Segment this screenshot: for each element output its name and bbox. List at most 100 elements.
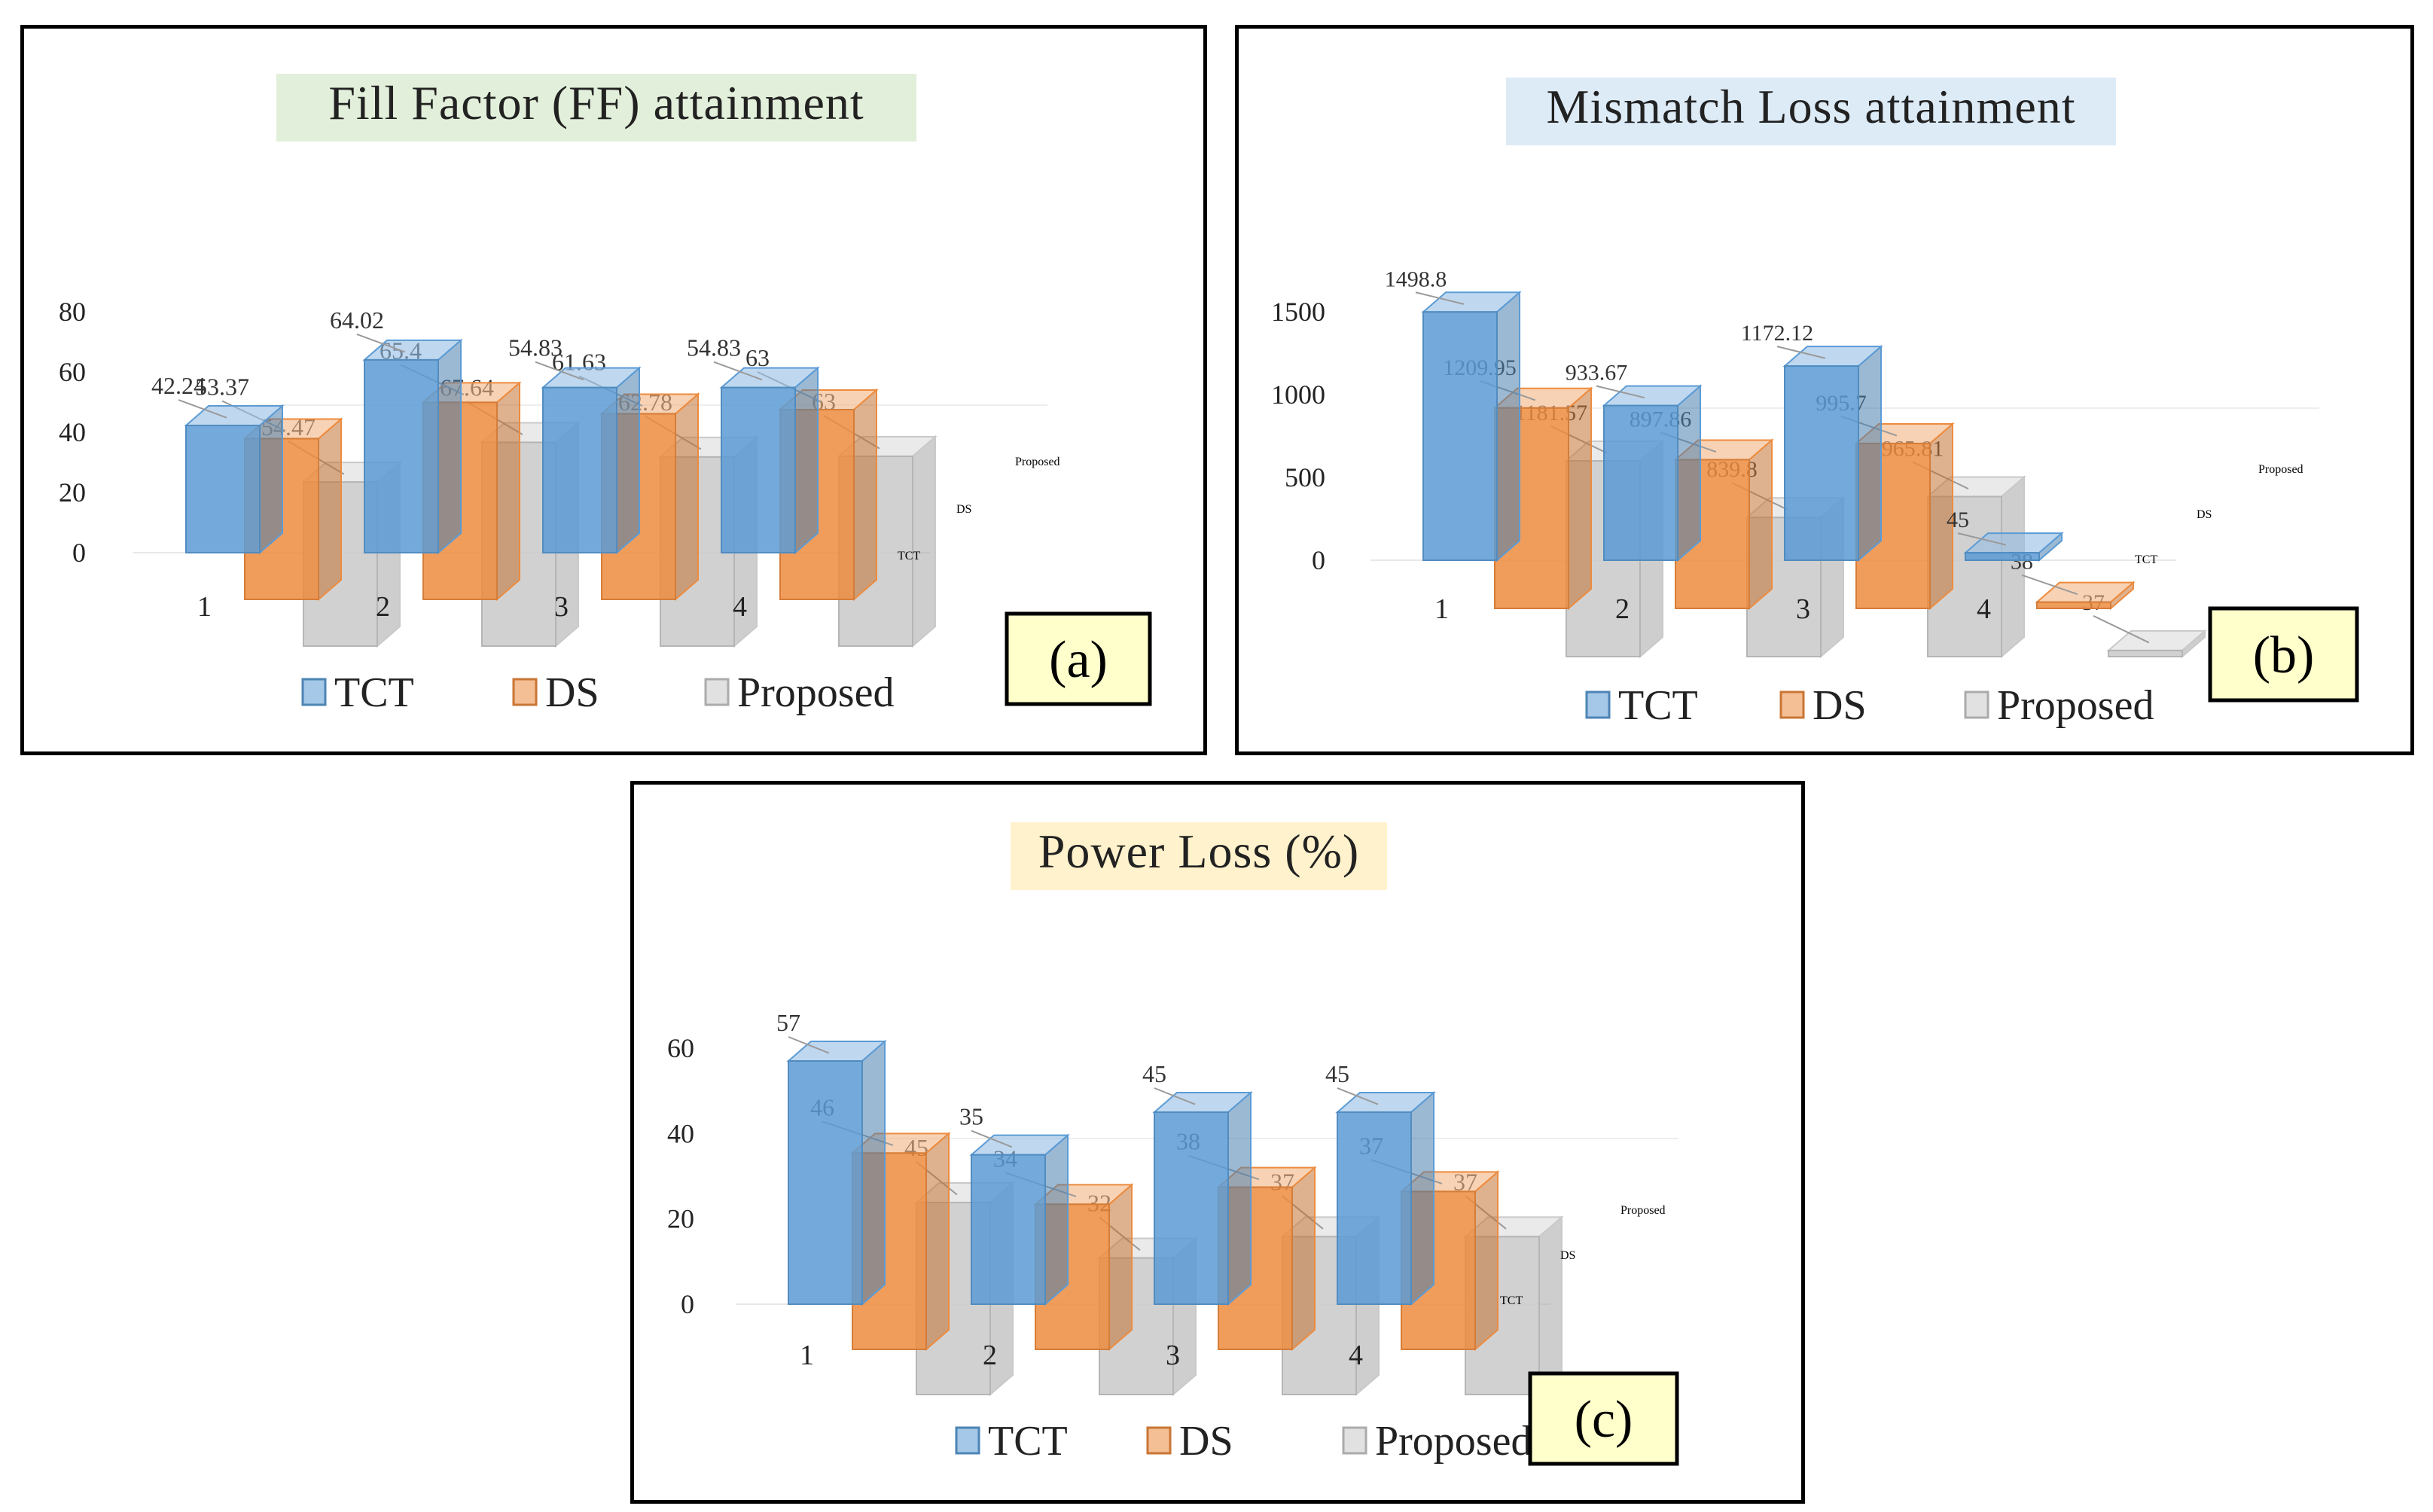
- data-label-tct: 45: [1142, 1060, 1166, 1087]
- data-label-leader: [1337, 1087, 1379, 1105]
- bar-tct-2: [362, 338, 463, 555]
- category-label: 1: [197, 591, 212, 623]
- depth-series-label-proposed: Proposed: [1620, 1204, 1666, 1217]
- bar-front-face: [1965, 552, 2040, 561]
- legend-label-ds: DS: [1179, 1418, 1233, 1465]
- data-label-leader: [1415, 291, 1465, 305]
- chart-title: Mismatch Loss attainment: [1547, 80, 2076, 133]
- bar-front-face: [1422, 311, 1498, 561]
- bar-side-face: [616, 366, 640, 555]
- panel-tag-box: [2208, 606, 2359, 703]
- legend-swatch-ds: [1779, 690, 1805, 719]
- category-label: 3: [1796, 593, 1810, 625]
- y-axis-tick-label: 1500: [1271, 297, 1325, 327]
- legend-label-tct: TCT: [334, 669, 414, 716]
- panel-tag-label: (c): [1575, 1391, 1633, 1449]
- category-label: 2: [376, 591, 390, 623]
- chart-title-background: [276, 74, 916, 142]
- bar-side-face: [794, 366, 819, 555]
- data-label-leader: [178, 399, 227, 419]
- bar-side-face: [925, 1132, 950, 1352]
- bar-ds-4: [2035, 581, 2136, 611]
- category-label: 3: [554, 591, 569, 623]
- bar-tct-4: [1963, 531, 2064, 562]
- data-label-leader: [713, 361, 763, 381]
- depth-series-label-proposed: Proposed: [2258, 463, 2303, 476]
- power-loss-chart: Power Loss (%)02040604532373746343837573…: [667, 822, 1679, 1466]
- chart-panel-power-loss: Power Loss (%)02040604532373746343837573…: [630, 781, 1805, 1504]
- data-label-tct: 42.24: [151, 372, 206, 399]
- bar-front-face: [1154, 1111, 1229, 1305]
- data-label-tct: 57: [776, 1009, 800, 1036]
- legend-label-proposed: Proposed: [1997, 682, 2154, 729]
- bar-front-face: [721, 386, 796, 553]
- bar-front-face: [788, 1060, 863, 1305]
- y-axis-tick-label: 0: [72, 538, 86, 568]
- legend-label-proposed: Proposed: [1375, 1418, 1532, 1465]
- depth-series-label-proposed: Proposed: [1015, 456, 1060, 468]
- y-axis-tick-label: 40: [667, 1118, 694, 1148]
- data-label-leader: [2093, 614, 2150, 644]
- bar-proposed-4: [2106, 629, 2207, 659]
- category-label: 3: [1166, 1340, 1180, 1371]
- data-label-tct: 1172.12: [1741, 321, 1813, 346]
- data-label-leader: [788, 1036, 830, 1054]
- category-label: 2: [1615, 593, 1630, 625]
- bar-tct-3: [1152, 1090, 1253, 1306]
- data-label-tct: 1498.8: [1385, 267, 1447, 291]
- data-label-ds: 63: [745, 344, 770, 371]
- panel-tag-label: (b): [2253, 626, 2315, 684]
- bar-side-face: [496, 381, 520, 602]
- chart-panel-mismatch-loss: Mismatch Loss attainment0500100015001181…: [1235, 25, 2414, 755]
- data-label-tct: 54.83: [687, 334, 741, 361]
- y-axis-tick-label: 500: [1285, 462, 1325, 492]
- chart-panel-fill-factor: Fill Factor (FF) attainment02040608054.4…: [20, 25, 1207, 755]
- data-label-tct: 54.83: [508, 334, 563, 361]
- legend-swatch-tct: [301, 678, 327, 706]
- legend-swatch-ds: [1146, 1426, 1172, 1455]
- depth-series-label-tct: TCT: [2135, 553, 2157, 566]
- y-axis-tick-label: 60: [667, 1033, 694, 1063]
- bar-side-face: [1496, 291, 1520, 562]
- data-label-leader: [1596, 385, 1645, 399]
- category-label: 4: [733, 591, 747, 623]
- panel-tag-box: [1528, 1371, 1679, 1466]
- data-label-leader: [1957, 532, 2007, 546]
- data-label-tct: 45: [1325, 1060, 1349, 1087]
- bar-tct-2: [969, 1133, 1070, 1306]
- bar-side-face: [1858, 344, 1882, 562]
- depth-series-label-tct: TCT: [898, 550, 920, 562]
- bar-tct-4: [1335, 1090, 1436, 1306]
- depth-series-label-tct: TCT: [1500, 1294, 1523, 1307]
- category-label: 2: [983, 1340, 997, 1371]
- data-label-leader: [1776, 346, 1826, 359]
- depth-series-label-ds: DS: [2197, 508, 2212, 521]
- bar-front-face: [971, 1154, 1046, 1305]
- bar-front-face: [2108, 649, 2183, 657]
- bar-side-face: [1410, 1090, 1434, 1306]
- chart-title-background: [1506, 78, 2116, 145]
- category-label: 1: [800, 1340, 814, 1371]
- mismatch-loss-chart: Mismatch Loss attainment0500100015001181…: [1271, 78, 2359, 729]
- data-label-ds: 53.37: [195, 373, 249, 401]
- bar-tct-4: [719, 366, 820, 555]
- legend-label-tct: TCT: [988, 1418, 1068, 1465]
- y-axis-tick-label: 0: [1312, 545, 1325, 575]
- chart-title: Power Loss (%): [1038, 825, 1359, 878]
- bar-tct-3: [541, 366, 642, 555]
- data-label-tct: 35: [959, 1103, 983, 1130]
- legend-swatch-tct: [1585, 690, 1611, 719]
- bar-tct-3: [1782, 344, 1883, 562]
- bar-tct-1: [184, 404, 285, 555]
- legend-label-tct: TCT: [1618, 682, 1698, 729]
- bar-side-face: [1568, 386, 1592, 611]
- bar-front-face: [364, 358, 439, 553]
- bar-side-face: [912, 434, 936, 648]
- data-label-leader: [1154, 1087, 1196, 1105]
- bar-side-face: [1044, 1133, 1069, 1306]
- legend-swatch-proposed: [1964, 690, 1989, 719]
- bar-side-face: [1677, 384, 1701, 562]
- data-label-leader: [535, 361, 584, 381]
- y-axis-tick-label: 60: [59, 357, 86, 387]
- bar-side-face: [1538, 1215, 1563, 1397]
